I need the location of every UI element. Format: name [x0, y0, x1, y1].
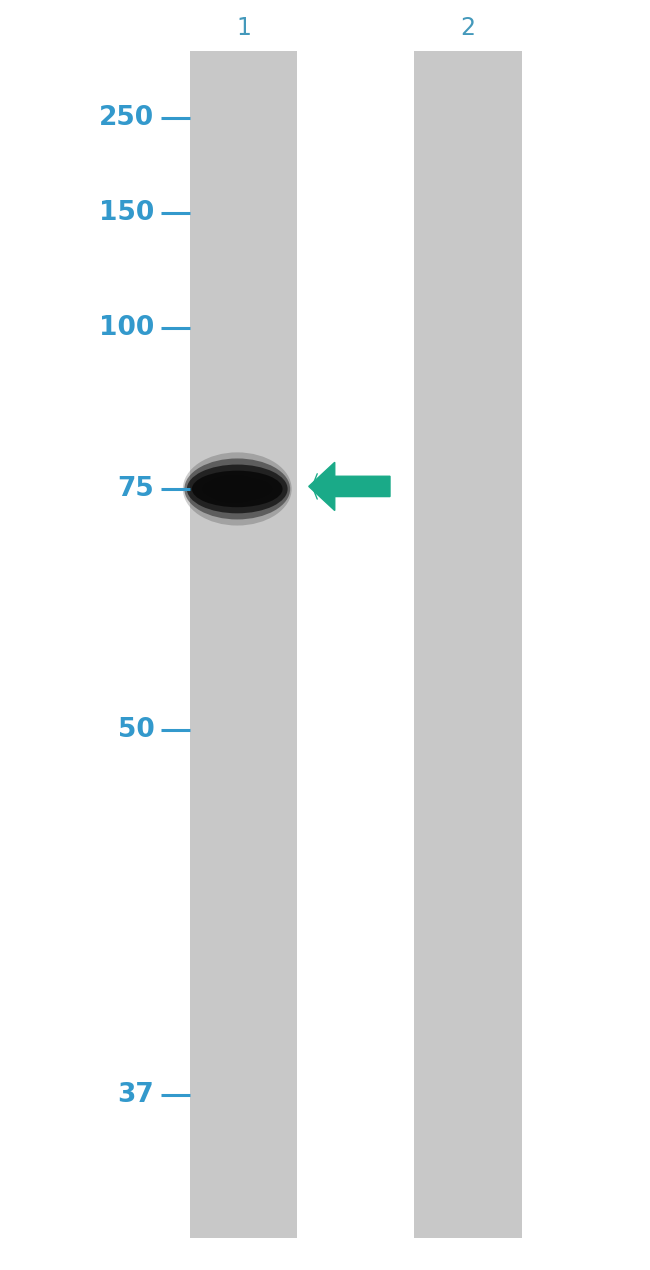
Ellipse shape [185, 458, 290, 519]
Text: 37: 37 [118, 1082, 155, 1107]
Text: 250: 250 [99, 105, 155, 131]
Text: 75: 75 [118, 476, 155, 502]
Bar [190, 51, 298, 1238]
Ellipse shape [202, 476, 272, 502]
Text: 50: 50 [118, 718, 155, 743]
FancyArrow shape [309, 462, 390, 511]
Text: 100: 100 [99, 315, 155, 340]
Ellipse shape [206, 475, 262, 503]
Text: 150: 150 [99, 201, 155, 226]
Text: 2: 2 [460, 17, 476, 39]
Text: 1: 1 [237, 17, 251, 39]
Bar [415, 51, 521, 1238]
Ellipse shape [187, 465, 287, 513]
Ellipse shape [192, 471, 283, 507]
Ellipse shape [183, 452, 292, 526]
